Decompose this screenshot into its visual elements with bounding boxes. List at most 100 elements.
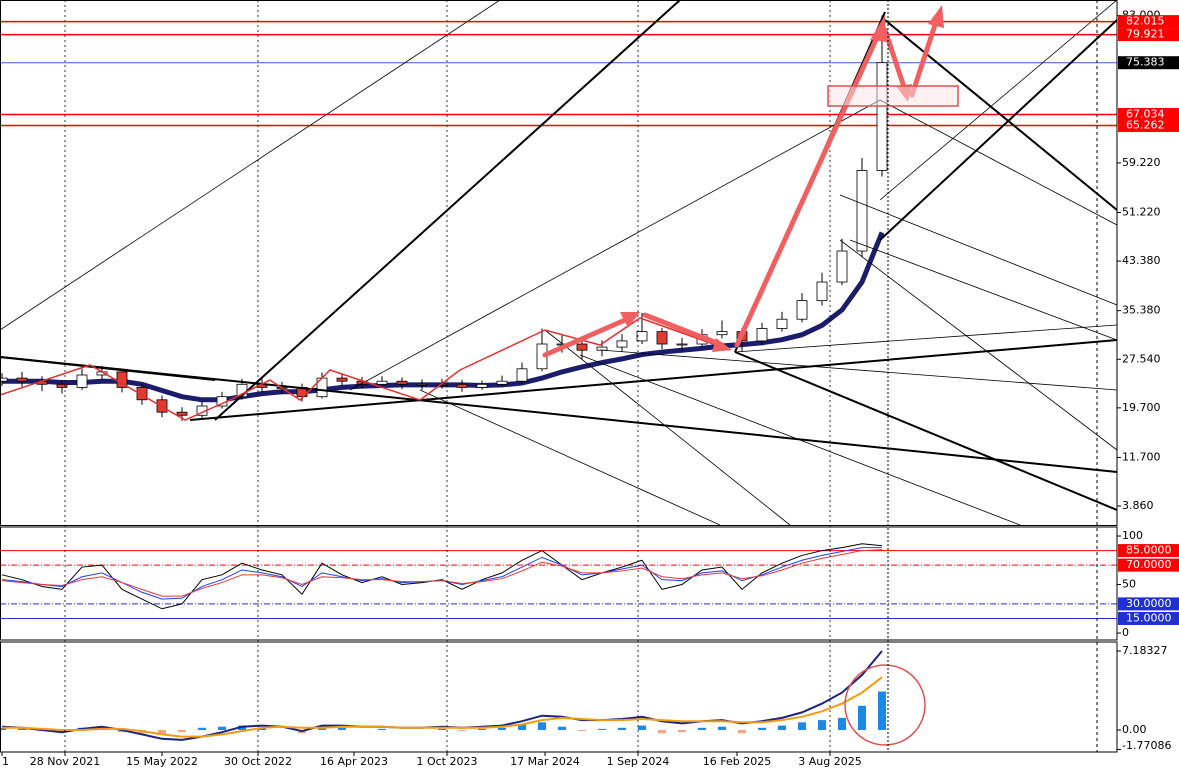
candle-body [416, 383, 428, 386]
histogram-bar [338, 727, 346, 730]
candle-body [336, 377, 348, 382]
x-tick-label: 16 Apr 2023 [320, 755, 388, 768]
candle-body [716, 331, 728, 336]
y-tick-label: 43.380 [1122, 254, 1161, 267]
histogram-bar [438, 728, 446, 730]
y-tick-label: 0 [1122, 626, 1129, 639]
histogram-bar [0, 727, 6, 730]
level-label: 67.034 [1126, 107, 1165, 120]
candle-body [0, 377, 8, 382]
histogram-bar [458, 730, 466, 732]
histogram-bar [818, 720, 826, 730]
candle-body [576, 343, 588, 351]
histogram-bar [378, 728, 386, 730]
candle-body [116, 371, 128, 388]
histogram-bar [198, 727, 206, 730]
x-tick-label: 17 Mar 2024 [510, 755, 580, 768]
x-tick-label: 1 [2, 755, 9, 768]
histogram-bar [618, 727, 626, 730]
candle-body [816, 281, 828, 302]
level-label: 82.015 [1126, 15, 1165, 28]
candle-body [796, 300, 808, 320]
candle-body [436, 383, 448, 386]
histogram-bar [538, 722, 546, 730]
y-tick-label: 19.700 [1122, 401, 1161, 414]
candle-body [756, 328, 768, 342]
level-label: 75.383 [1126, 56, 1165, 69]
level-label: 70.0000 [1126, 558, 1172, 571]
candle-body [636, 331, 648, 342]
histogram-bar [598, 728, 606, 730]
histogram-bar [58, 730, 66, 733]
candle-body [856, 170, 868, 252]
candle-body [516, 368, 528, 382]
level-label: 30.0000 [1126, 597, 1172, 610]
level-label-box [1118, 558, 1179, 572]
histogram-bar [498, 727, 506, 730]
histogram-bar [558, 726, 566, 730]
candle-body [456, 383, 468, 388]
histogram-bar [778, 725, 786, 730]
histogram-bar [838, 717, 846, 730]
x-tick-label: 30 Oct 2022 [224, 755, 292, 768]
candle-body [616, 340, 628, 348]
indicator-line [1, 543, 883, 610]
drawing-objects [0, 0, 1118, 753]
candle-body [56, 383, 68, 388]
histogram-bar [878, 691, 886, 730]
x-tick-label: 16 Feb 2025 [703, 755, 771, 768]
y-tick-label: -1.77086 [1122, 739, 1171, 752]
histogram-bar [658, 730, 666, 734]
histogram-bar [798, 722, 806, 730]
candle-body [656, 331, 668, 345]
indicator-line [1, 549, 883, 597]
histogram-bar [118, 730, 126, 733]
candle-body [596, 346, 608, 351]
y-tick-label: 0.00 [1122, 723, 1147, 736]
histogram-bar [738, 730, 746, 734]
histogram-bar [718, 726, 726, 730]
level-label-box [1118, 15, 1179, 29]
histogram-bar [758, 727, 766, 730]
candle-body [476, 383, 488, 388]
histogram-bar [238, 725, 246, 730]
x-tick-label: 1 Oct 2023 [416, 755, 477, 768]
level-label-box [1118, 118, 1179, 132]
level-label: 15.0000 [1126, 611, 1172, 624]
y-tick-label: 7.18327 [1122, 644, 1168, 657]
candle-body [876, 62, 888, 171]
level-label-box [1118, 544, 1179, 558]
candle-body [836, 250, 848, 283]
histogram-bar [478, 728, 486, 730]
macd-line [2, 676, 883, 738]
y-tick-label: 3.860 [1122, 499, 1154, 512]
level-label-box [1118, 28, 1179, 42]
candle-body [496, 380, 508, 385]
x-tick-label: 15 May 2022 [126, 755, 198, 768]
y-tick-label: 59.220 [1122, 156, 1161, 169]
candle-body [776, 318, 788, 329]
level-label: 85.0000 [1126, 544, 1172, 557]
level-label-box [1118, 56, 1179, 70]
y-tick-label: 27.540 [1122, 352, 1161, 365]
candle-body [136, 386, 148, 401]
histogram-bar [578, 730, 586, 732]
candle-body [376, 380, 388, 385]
histogram-bar [18, 728, 26, 730]
x-tick-label: 1 Sep 2024 [607, 755, 670, 768]
histogram-bar [858, 705, 866, 730]
histogram-bar [218, 726, 226, 730]
histogram-bar [258, 727, 266, 730]
level-label-box [1118, 107, 1179, 121]
level-label-box [1118, 597, 1179, 611]
histogram-bar [158, 730, 166, 735]
histogram-bar [678, 730, 686, 733]
histogram-bar [518, 724, 526, 730]
x-tick-label: 28 Nov 2021 [30, 755, 100, 768]
y-tick-label: 50 [1122, 578, 1136, 591]
candle-body [16, 377, 28, 382]
candle-body [176, 411, 188, 416]
y-tick-label: 100 [1122, 529, 1143, 542]
candle-body [76, 374, 88, 388]
